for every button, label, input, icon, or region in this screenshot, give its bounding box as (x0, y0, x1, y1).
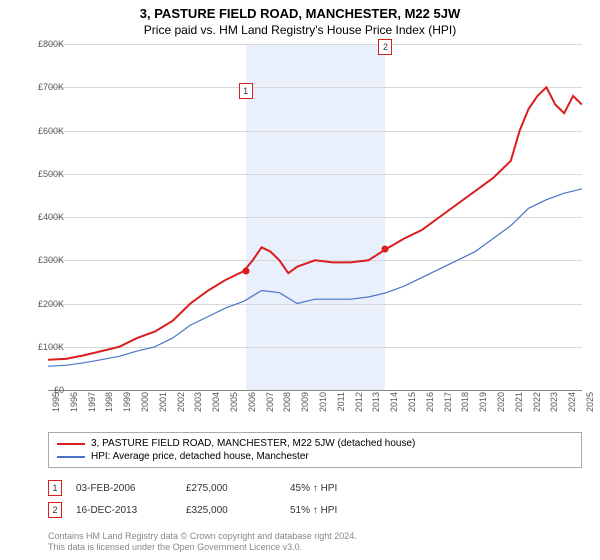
sale-index: 1 (48, 480, 62, 496)
x-tick-label: 2022 (532, 392, 542, 422)
y-tick-label: £600K (16, 126, 64, 136)
x-tick-label: 2025 (585, 392, 595, 422)
sale-price: £325,000 (186, 505, 276, 516)
sale-marker (382, 246, 389, 253)
sale-date: 03-FEB-2006 (76, 483, 172, 494)
legend-label: HPI: Average price, detached house, Manc… (91, 451, 309, 462)
x-tick-label: 2017 (443, 392, 453, 422)
sale-price: £275,000 (186, 483, 276, 494)
x-tick-label: 2007 (265, 392, 275, 422)
sale-delta: 45% ↑ HPI (290, 483, 390, 494)
x-tick-label: 2015 (407, 392, 417, 422)
x-tick-label: 2018 (460, 392, 470, 422)
sale-marker (242, 268, 249, 275)
plot-area: 12 (48, 44, 582, 390)
legend: 3, PASTURE FIELD ROAD, MANCHESTER, M22 5… (48, 432, 582, 468)
x-tick-label: 2023 (549, 392, 559, 422)
sale-delta: 51% ↑ HPI (290, 505, 390, 516)
x-tick-label: 2016 (425, 392, 435, 422)
y-tick-label: £200K (16, 299, 64, 309)
x-tick-label: 2008 (282, 392, 292, 422)
x-tick-label: 1997 (87, 392, 97, 422)
series-line (48, 87, 582, 359)
attribution-line1: Contains HM Land Registry data © Crown c… (48, 531, 357, 543)
line-layer (48, 44, 582, 390)
x-tick-label: 1996 (69, 392, 79, 422)
series-line (48, 189, 582, 366)
x-tick-label: 2012 (354, 392, 364, 422)
chart-subtitle: Price paid vs. HM Land Registry's House … (0, 21, 600, 41)
sale-row: 1 03-FEB-2006 £275,000 45% ↑ HPI (48, 480, 390, 496)
x-tick-label: 1995 (51, 392, 61, 422)
attribution: Contains HM Land Registry data © Crown c… (48, 531, 357, 554)
chart-container: 3, PASTURE FIELD ROAD, MANCHESTER, M22 5… (0, 0, 600, 560)
x-tick-label: 2013 (371, 392, 381, 422)
sale-marker-label: 2 (378, 39, 392, 55)
x-tick-label: 2019 (478, 392, 488, 422)
x-tick-label: 2004 (211, 392, 221, 422)
legend-swatch (57, 443, 85, 445)
gridline (48, 390, 582, 391)
x-tick-label: 2005 (229, 392, 239, 422)
sale-row: 2 16-DEC-2013 £325,000 51% ↑ HPI (48, 502, 390, 518)
attribution-line2: This data is licensed under the Open Gov… (48, 542, 357, 554)
x-tick-label: 2003 (193, 392, 203, 422)
x-tick-label: 2024 (567, 392, 577, 422)
x-tick-label: 1998 (104, 392, 114, 422)
x-tick-label: 2021 (514, 392, 524, 422)
x-tick-label: 1999 (122, 392, 132, 422)
x-tick-label: 2020 (496, 392, 506, 422)
sale-marker-label: 1 (239, 83, 253, 99)
chart-title: 3, PASTURE FIELD ROAD, MANCHESTER, M22 5… (0, 0, 600, 21)
y-tick-label: £800K (16, 39, 64, 49)
sale-index: 2 (48, 502, 62, 518)
x-tick-label: 2009 (300, 392, 310, 422)
y-tick-label: £500K (16, 169, 64, 179)
legend-row: HPI: Average price, detached house, Manc… (57, 450, 573, 463)
y-tick-label: £300K (16, 255, 64, 265)
sale-date: 16-DEC-2013 (76, 505, 172, 516)
x-tick-label: 2011 (336, 392, 346, 422)
x-tick-label: 2006 (247, 392, 257, 422)
x-tick-label: 2000 (140, 392, 150, 422)
legend-swatch (57, 456, 85, 458)
x-tick-label: 2010 (318, 392, 328, 422)
y-tick-label: £100K (16, 342, 64, 352)
legend-label: 3, PASTURE FIELD ROAD, MANCHESTER, M22 5… (91, 438, 415, 449)
x-tick-label: 2002 (176, 392, 186, 422)
y-tick-label: £700K (16, 82, 64, 92)
x-tick-label: 2001 (158, 392, 168, 422)
y-tick-label: £400K (16, 212, 64, 222)
x-tick-label: 2014 (389, 392, 399, 422)
legend-row: 3, PASTURE FIELD ROAD, MANCHESTER, M22 5… (57, 437, 573, 450)
